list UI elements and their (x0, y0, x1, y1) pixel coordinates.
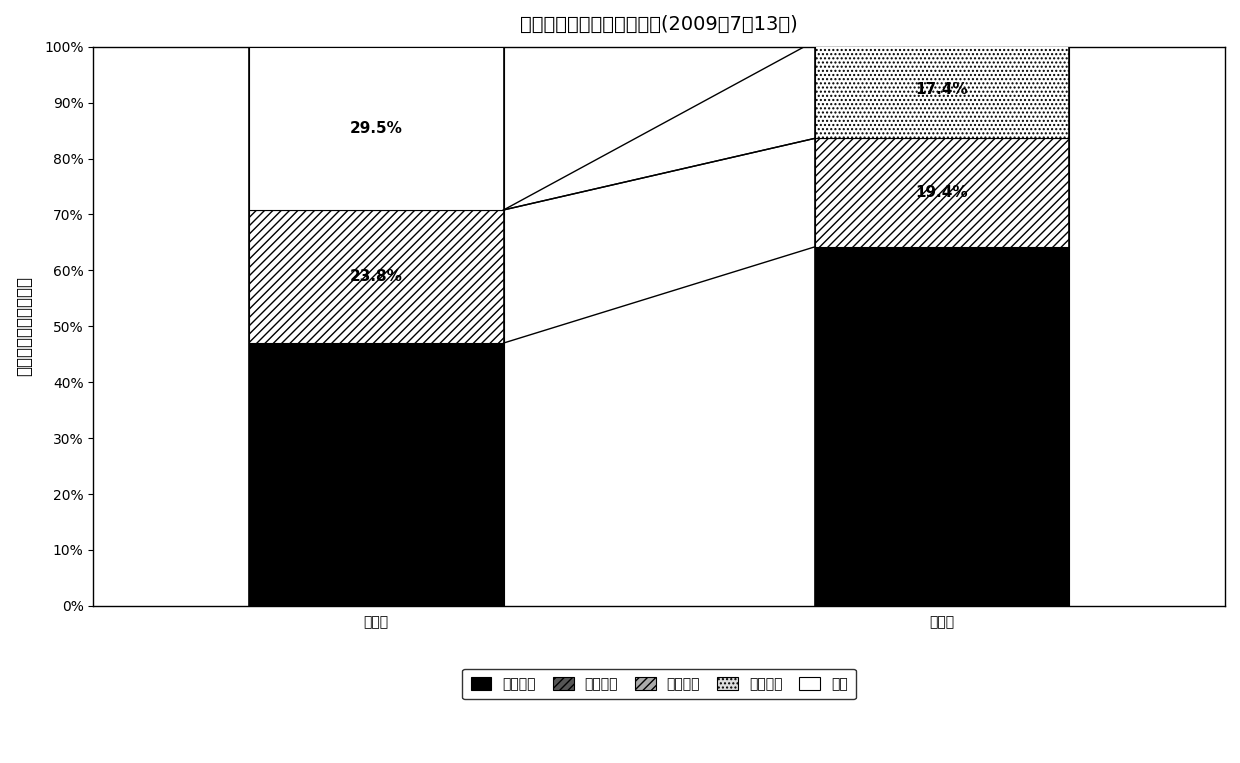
Text: 19.4%: 19.4% (916, 185, 968, 200)
Legend: 严重拥堵, 中度拥堵, 轻微拥堵, 基本畅通, 畅通: 严重拥堵, 中度拥堵, 轻微拥堵, 基本畅通, 畅通 (463, 668, 856, 700)
Bar (249, 343, 503, 606)
Text: 17.4%: 17.4% (916, 82, 968, 97)
Bar (815, 138, 1069, 247)
Bar (815, 41, 1069, 606)
Title: 路网交通运行等级里程比例(2009年7月13日): 路网交通运行等级里程比例(2009年7月13日) (521, 15, 799, 34)
Y-axis label: 交通运行等级里程比例: 交通运行等级里程比例 (15, 276, 33, 376)
Text: 23.8%: 23.8% (350, 269, 403, 284)
Bar (249, 47, 503, 606)
Bar (815, 247, 1069, 606)
Bar (815, 41, 1069, 138)
Bar (249, 210, 503, 343)
Bar (249, 47, 503, 210)
Text: 29.5%: 29.5% (350, 121, 403, 136)
